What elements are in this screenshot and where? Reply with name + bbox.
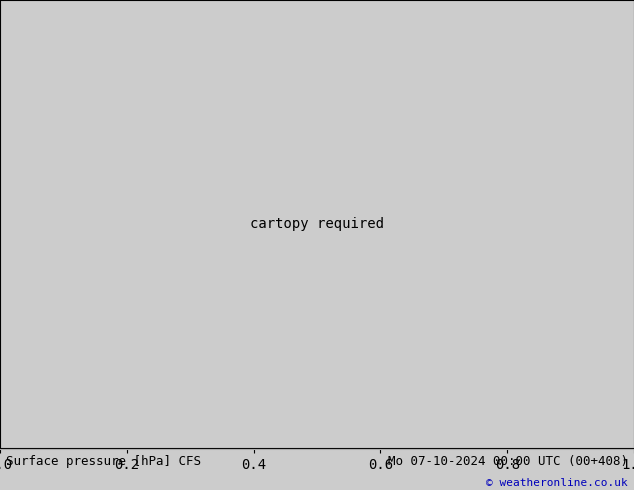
Text: cartopy required: cartopy required bbox=[250, 217, 384, 231]
Text: Mo 07-10-2024 00:00 UTC (00+408): Mo 07-10-2024 00:00 UTC (00+408) bbox=[387, 455, 628, 468]
Text: Surface pressure [hPa] CFS: Surface pressure [hPa] CFS bbox=[6, 455, 202, 468]
Text: © weatheronline.co.uk: © weatheronline.co.uk bbox=[486, 477, 628, 488]
